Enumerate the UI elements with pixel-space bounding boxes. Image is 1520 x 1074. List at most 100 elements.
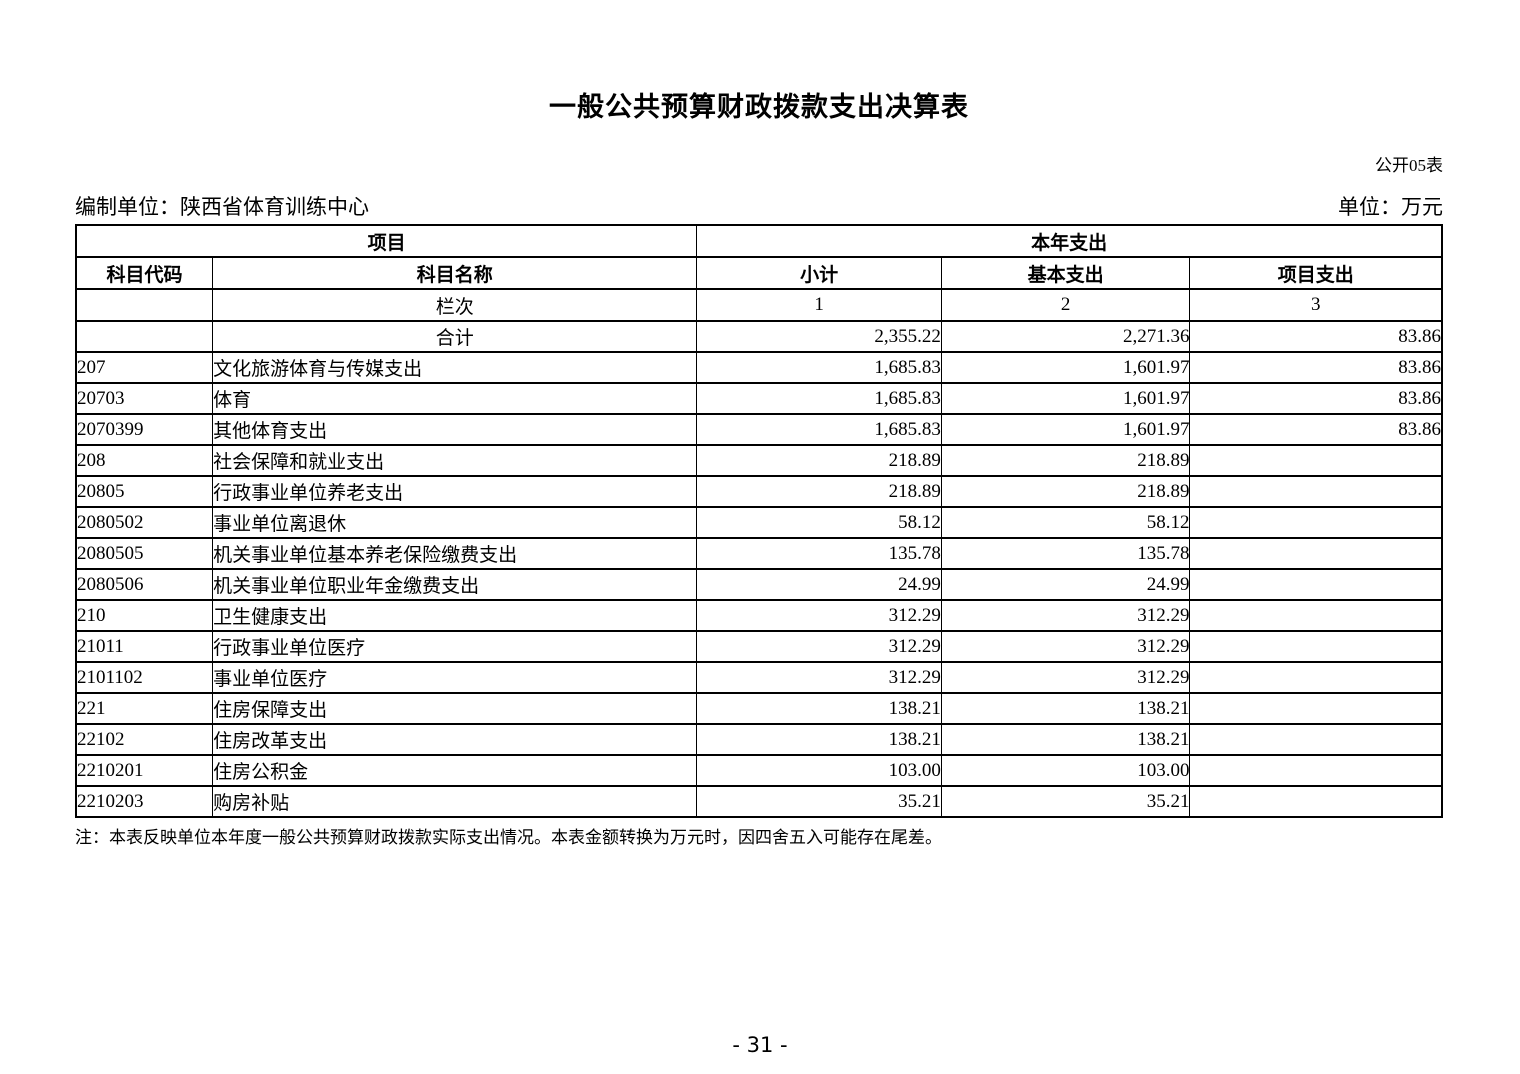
table-row: 20703 体育 1,685.83 1,601.97 83.86 [75,382,1443,415]
cell-basic-expenditure: 24.99 [940,568,1191,601]
table-row: 210 卫生健康支出 312.29 312.29 [75,599,1443,632]
unit-label: 单位：万元 [1338,195,1443,219]
cell-subject-code: 20805 [75,475,214,508]
cell-subject-name: 住房公积金 [212,754,698,787]
cell-basic-expenditure: 138.21 [940,723,1191,756]
cell-project-expenditure [1189,754,1443,787]
cell-subject-code: 2080502 [75,506,214,539]
column-index-row: 栏次 1 2 3 [75,288,1443,322]
cell-basic-expenditure: 312.29 [940,630,1191,663]
header-project-group: 项目 [75,224,698,258]
cell-project-expenditure [1189,630,1443,663]
cell-subject-code: 207 [75,351,214,384]
cell-subject-name: 合计 [212,320,698,353]
column-index-3: 3 [1189,288,1443,322]
table-row: 21011 行政事业单位医疗 312.29 312.29 [75,630,1443,663]
column-index-label: 栏次 [212,288,698,322]
cell-subject-name: 文化旅游体育与传媒支出 [212,351,698,384]
cell-project-expenditure [1189,599,1443,632]
table-row: 2080506 机关事业单位职业年金缴费支出 24.99 24.99 [75,568,1443,601]
cell-subject-name: 其他体育支出 [212,413,698,446]
table-row: 221 住房保障支出 138.21 138.21 [75,692,1443,725]
cell-basic-expenditure: 218.89 [940,444,1191,477]
cell-subject-name: 卫生健康支出 [212,599,698,632]
cell-basic-expenditure: 135.78 [940,537,1191,570]
cell-subject-code: 210 [75,599,214,632]
cell-subject-name: 住房保障支出 [212,692,698,725]
cell-project-expenditure [1189,785,1443,818]
cell-subject-name: 体育 [212,382,698,415]
cell-project-expenditure [1189,723,1443,756]
table-row: 22102 住房改革支出 138.21 138.21 [75,723,1443,756]
cell-basic-expenditure: 312.29 [940,661,1191,694]
cell-subtotal: 1,685.83 [696,413,942,446]
cell-subtotal: 24.99 [696,568,942,601]
cell-basic-expenditure: 312.29 [940,599,1191,632]
table-row: 2070399 其他体育支出 1,685.83 1,601.97 83.86 [75,413,1443,446]
cell-subject-name: 社会保障和就业支出 [212,444,698,477]
cell-subject-name: 机关事业单位职业年金缴费支出 [212,568,698,601]
cell-subject-name: 行政事业单位医疗 [212,630,698,663]
cell-subject-name: 购房补贴 [212,785,698,818]
table-row: 2210203 购房补贴 35.21 35.21 [75,785,1443,818]
cell-project-expenditure [1189,568,1443,601]
cell-subtotal: 312.29 [696,661,942,694]
cell-basic-expenditure: 1,601.97 [940,382,1191,415]
cell-project-expenditure [1189,506,1443,539]
cell-project-expenditure: 83.86 [1189,382,1443,415]
cell-basic-expenditure: 138.21 [940,692,1191,725]
table-row: 207 文化旅游体育与传媒支出 1,685.83 1,601.97 83.86 [75,351,1443,384]
table-row: 2210201 住房公积金 103.00 103.00 [75,754,1443,787]
cell-subject-code: 2210203 [75,785,214,818]
cell-project-expenditure [1189,537,1443,570]
cell-basic-expenditure: 35.21 [940,785,1191,818]
cell-basic-expenditure: 103.00 [940,754,1191,787]
header-group-row: 项目 本年支出 [75,224,1443,258]
cell-subject-name: 机关事业单位基本养老保险缴费支出 [212,537,698,570]
header-subject-code: 科目代码 [75,256,214,290]
table-body: 合计 2,355.22 2,271.36 83.86 207 文化旅游体育与传媒支出 1,6… [75,320,1443,818]
cell-project-expenditure: 83.86 [1189,351,1443,384]
expenditure-table: 项目 本年支出 科目代码 科目名称 小计 基本支出 项目支出 栏次 1 2 3 … [75,224,1443,818]
cell-subject-code: 208 [75,444,214,477]
form-code-label: 公开05表 [1375,156,1443,175]
cell-subtotal: 312.29 [696,599,942,632]
meta-row: 编制单位：陕西省体育训练中心 单位：万元 [75,191,1443,221]
cell-subtotal: 1,685.83 [696,351,942,384]
cell-project-expenditure [1189,661,1443,694]
cell-project-expenditure: 83.86 [1189,320,1443,353]
cell-subject-code [75,320,214,353]
header-project-expenditure: 项目支出 [1189,256,1443,290]
cell-subtotal: 218.89 [696,444,942,477]
cell-project-expenditure [1189,444,1443,477]
cell-project-expenditure [1189,692,1443,725]
cell-subtotal: 2,355.22 [696,320,942,353]
cell-subject-name: 事业单位离退休 [212,506,698,539]
cell-subtotal: 58.12 [696,506,942,539]
table-row: 2080502 事业单位离退休 58.12 58.12 [75,506,1443,539]
page-title: 一般公共预算财政拨款支出决算表 [549,92,969,122]
header-basic-expenditure: 基本支出 [940,256,1191,290]
table-row: 20805 行政事业单位养老支出 218.89 218.89 [75,475,1443,508]
prepared-by-label: 编制单位：陕西省体育训练中心 [75,195,369,219]
cell-subject-code: 2101102 [75,661,214,694]
cell-subtotal: 103.00 [696,754,942,787]
header-subtotal: 小计 [696,256,942,290]
cell-basic-expenditure: 1,601.97 [940,413,1191,446]
cell-subtotal: 218.89 [696,475,942,508]
cell-subtotal: 138.21 [696,723,942,756]
cell-basic-expenditure: 58.12 [940,506,1191,539]
table-row: 208 社会保障和就业支出 218.89 218.89 [75,444,1443,477]
cell-subtotal: 35.21 [696,785,942,818]
table-row: 2101102 事业单位医疗 312.29 312.29 [75,661,1443,694]
cell-subject-code: 2210201 [75,754,214,787]
cell-subject-name: 行政事业单位养老支出 [212,475,698,508]
cell-subtotal: 312.29 [696,630,942,663]
document-page: 一般公共预算财政拨款支出决算表 公开05表 编制单位：陕西省体育训练中心 单位：… [75,0,1443,848]
cell-subtotal: 138.21 [696,692,942,725]
cell-subject-name: 事业单位医疗 [212,661,698,694]
column-index-1: 1 [696,288,942,322]
cell-project-expenditure: 83.86 [1189,413,1443,446]
cell-subject-code: 2080506 [75,568,214,601]
column-index-empty-cell [75,288,214,322]
